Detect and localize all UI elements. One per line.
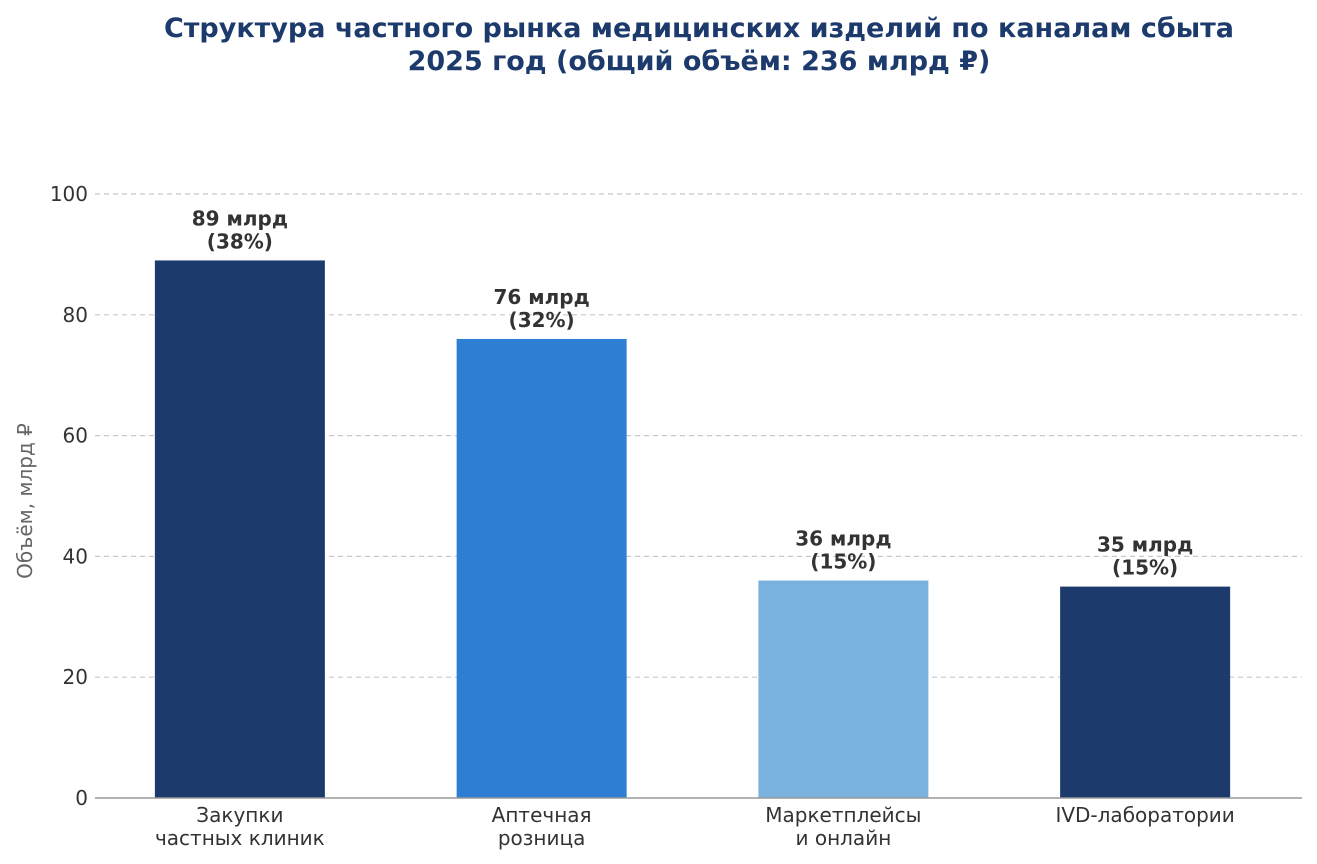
data-label: 76 млрд [493, 285, 589, 309]
y-tick-label: 20 [63, 665, 88, 689]
x-category-label: Закупки [196, 803, 283, 827]
bar [154, 260, 325, 798]
chart-title-line-2: 2025 год (общий объём: 236 млрд ₽) [407, 46, 991, 77]
x-category-label: Маркетплейсы [765, 803, 921, 827]
y-axis-label: Объём, млрд ₽ [13, 423, 37, 579]
data-label: 89 млрд [192, 206, 288, 230]
bar [456, 338, 627, 798]
x-category-label: и онлайн [795, 826, 891, 850]
y-tick-label: 0 [75, 786, 88, 810]
x-category-label: IVD-лаборатории [1055, 803, 1234, 827]
chart-title-line-1: Структура частного рынка медицинских изд… [163, 13, 1235, 44]
bar [1060, 586, 1231, 798]
y-tick-labels: 0 20 40 60 80 100 [50, 182, 88, 810]
y-tick-label: 60 [63, 424, 88, 448]
y-tick-label: 40 [63, 544, 88, 568]
data-label: (15%) [810, 550, 876, 574]
data-label: (38%) [207, 229, 273, 253]
data-labels: 89 млрд(38%)76 млрд(32%)36 млрд(15%)35 м… [192, 206, 1194, 579]
y-tick-label: 100 [50, 182, 88, 206]
chart-title: Структура частного рынка медицинских изд… [0, 12, 1317, 78]
data-label: 35 млрд [1097, 533, 1193, 557]
x-category-label: розница [498, 826, 586, 850]
data-label: (32%) [509, 308, 575, 332]
y-tick-label: 80 [63, 303, 88, 327]
x-category-label: Аптечная [492, 803, 592, 827]
bars [154, 260, 1231, 798]
x-category-label: частных клиник [155, 826, 325, 850]
bar [758, 580, 929, 798]
data-label: (15%) [1112, 556, 1178, 580]
data-label: 36 млрд [795, 527, 891, 551]
